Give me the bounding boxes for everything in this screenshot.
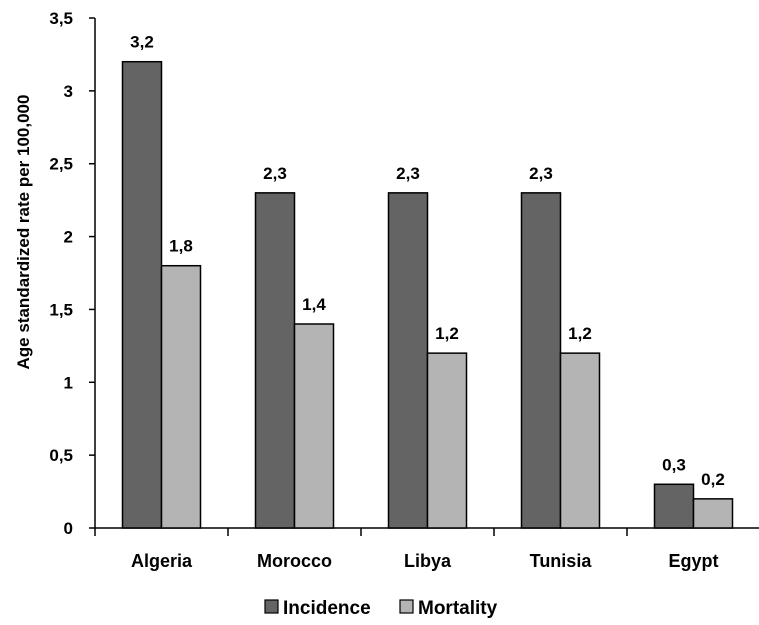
data-label: 1,4 <box>302 295 326 314</box>
y-axis-title-group: Age standardized rate per 100,000 <box>14 95 33 370</box>
bar-mortality <box>426 352 468 529</box>
legend-label: Mortality <box>418 598 498 619</box>
data-label: 0,2 <box>701 470 725 489</box>
bar-mortality <box>692 498 734 529</box>
y-tick-label: 0 <box>64 519 73 538</box>
bar-mortality <box>559 352 601 529</box>
y-axis-title: Age standardized rate per 100,000 <box>14 95 33 370</box>
bar-incidence <box>254 192 296 529</box>
plot-area: 0 0,5 1 1,5 2 2,5 3 3,5 Algeria 3,2 1,8 Morocco 2,3 1… <box>49 9 759 571</box>
data-label: 1,2 <box>568 324 592 343</box>
x-category-label: Algeria <box>131 551 193 571</box>
x-category-label: Libya <box>404 551 452 571</box>
legend-swatch-incidence <box>264 599 279 614</box>
data-label: 0,3 <box>662 455 686 474</box>
bar-incidence <box>121 60 163 529</box>
data-label: 3,2 <box>130 33 154 52</box>
data-label: 2,3 <box>396 164 420 183</box>
data-label: 1,2 <box>435 324 459 343</box>
legend-swatch-mortality <box>399 599 414 614</box>
y-tick-label: 2 <box>64 228 73 247</box>
y-tick-label: 3,5 <box>49 9 73 28</box>
data-label: 1,8 <box>169 237 193 256</box>
y-tick-label: 1 <box>64 373 73 392</box>
bar-incidence <box>387 192 429 529</box>
bar-mortality <box>293 323 335 529</box>
y-tick-label: 3 <box>64 82 73 101</box>
x-category-label: Tunisia <box>530 551 593 571</box>
data-label: 2,3 <box>529 164 553 183</box>
bar-incidence <box>520 192 562 529</box>
bar-incidence <box>653 483 695 529</box>
bar-mortality <box>160 264 202 529</box>
data-label: 2,3 <box>263 164 287 183</box>
y-tick-label: 2,5 <box>49 155 73 174</box>
x-category-label: Morocco <box>257 551 332 571</box>
x-category-label: Egypt <box>668 551 718 571</box>
y-tick-label: 1,5 <box>49 300 73 319</box>
legend-label: Incidence <box>283 598 371 619</box>
legend: Incidence Mortality <box>264 598 498 619</box>
y-tick-label: 0,5 <box>49 446 73 465</box>
